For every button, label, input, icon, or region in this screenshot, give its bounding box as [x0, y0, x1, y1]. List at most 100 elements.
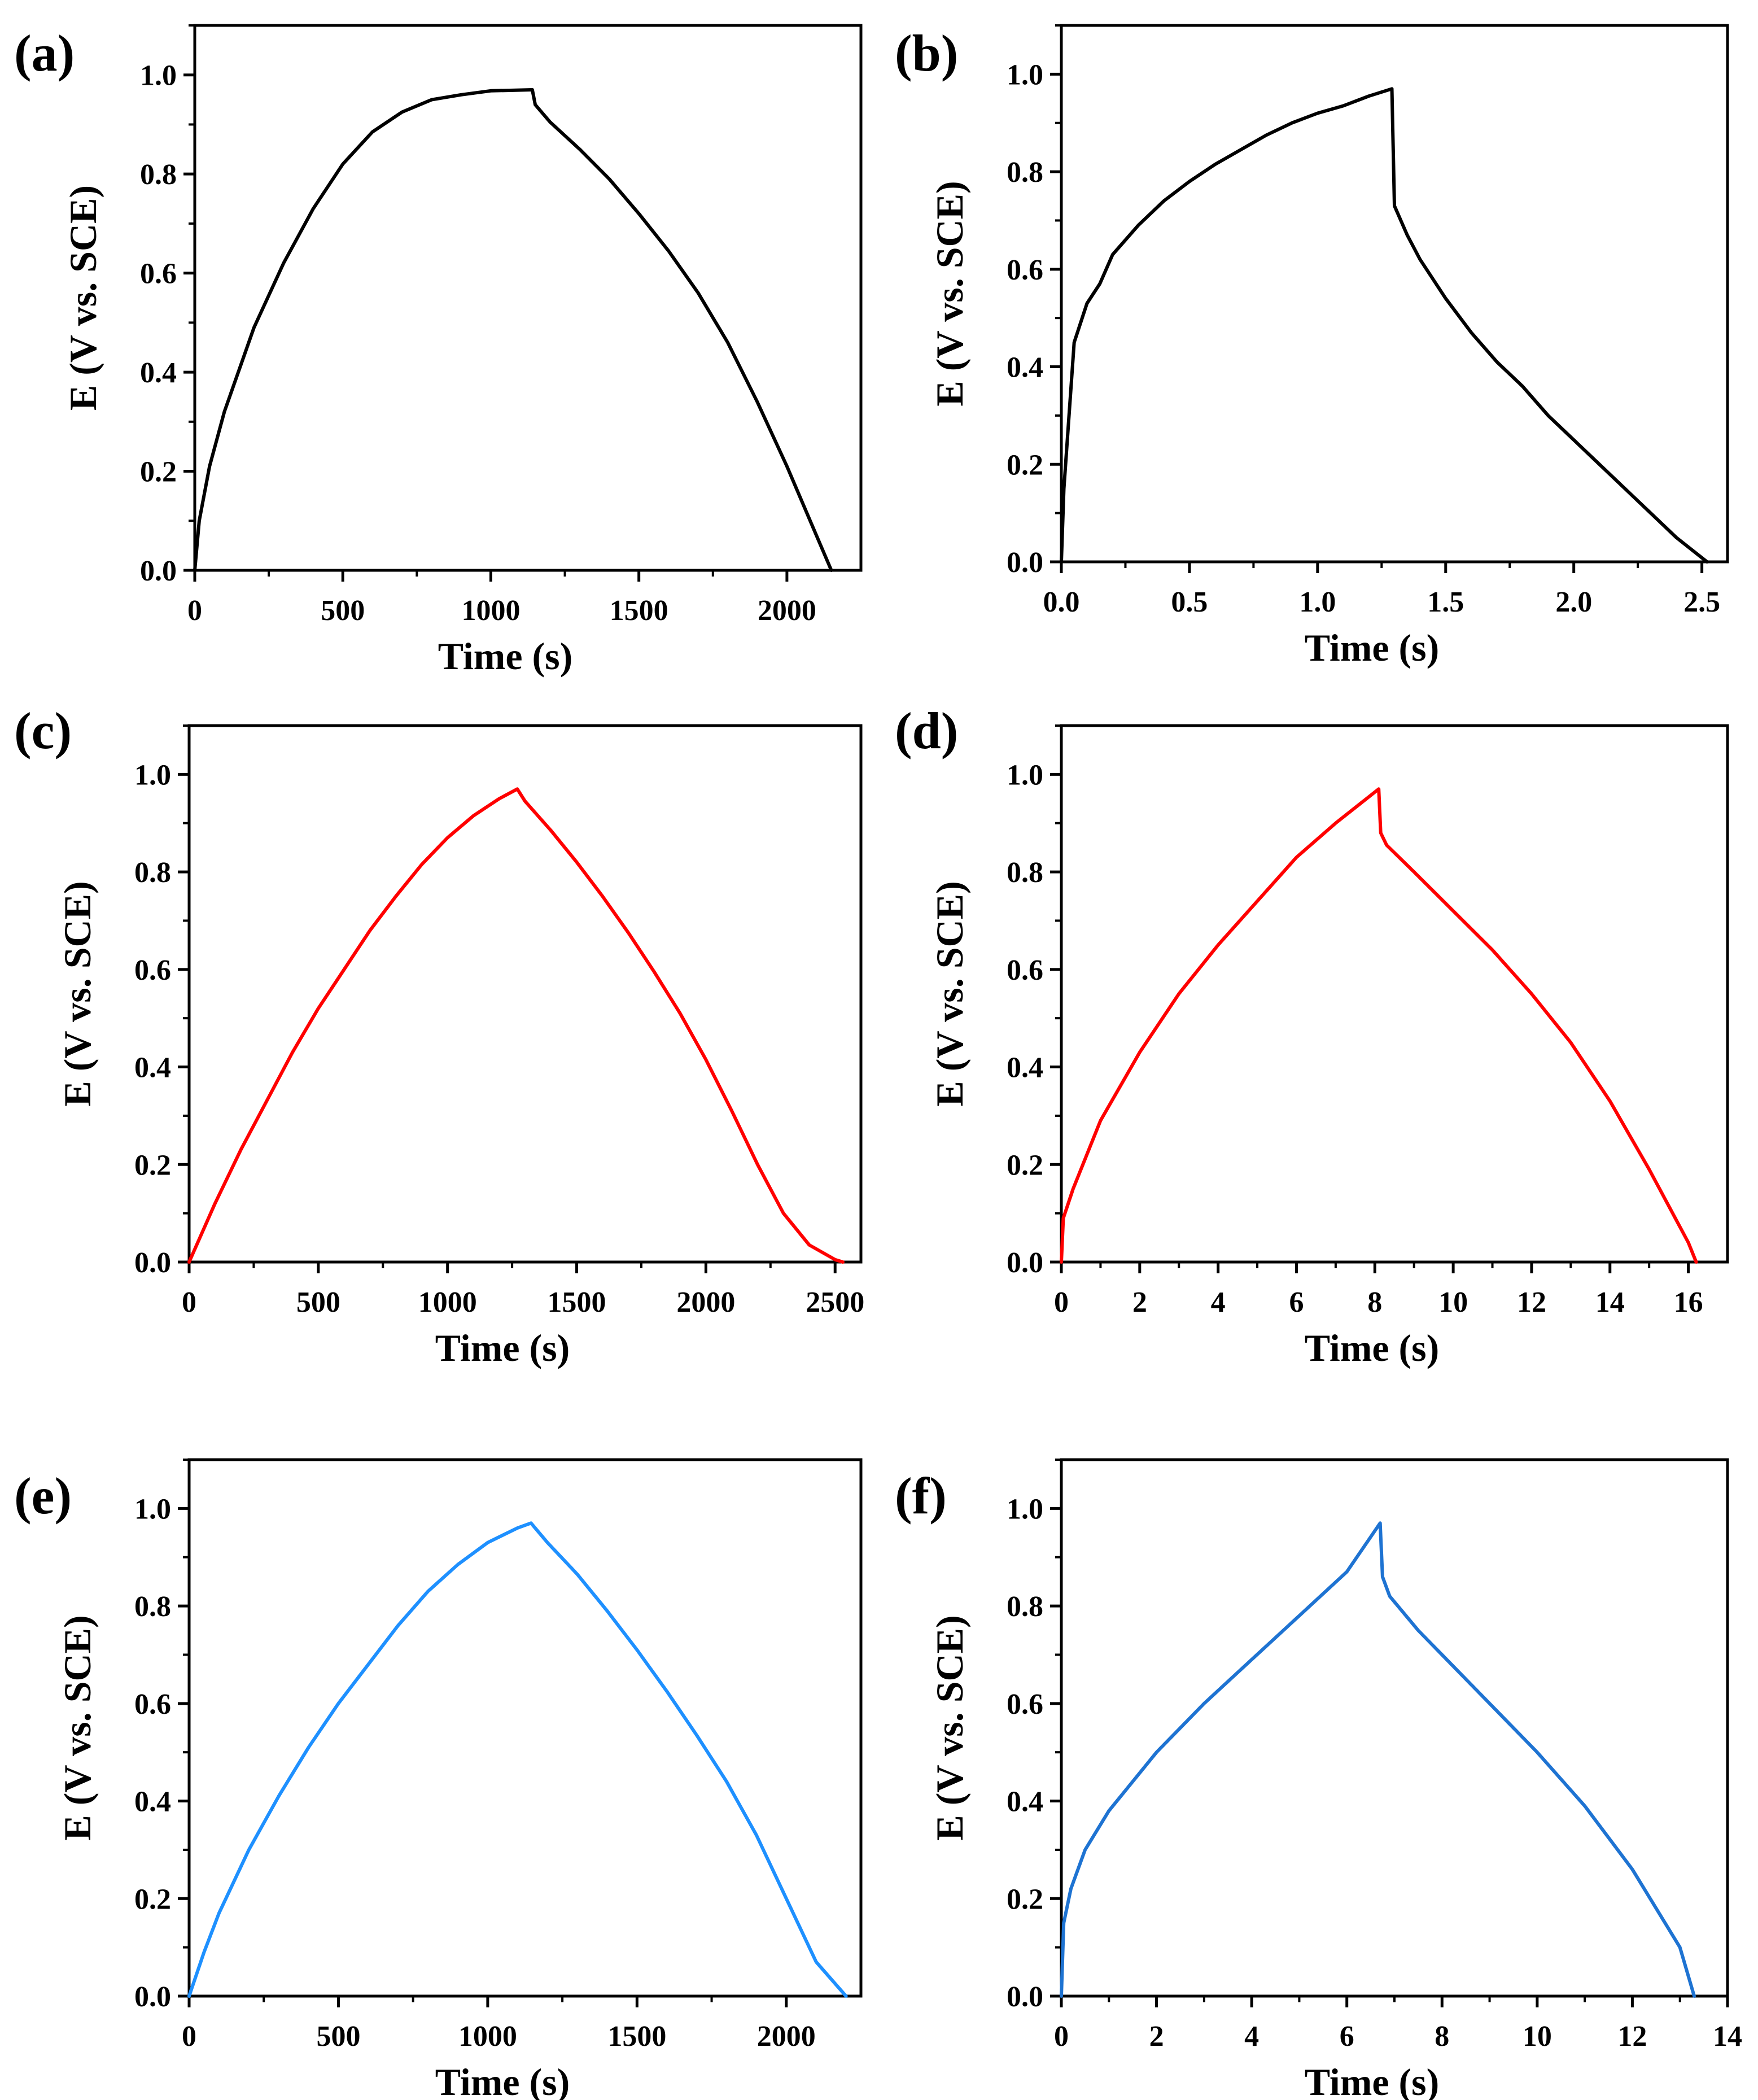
series-line: [1060, 787, 1698, 1264]
panel-label: (d): [895, 702, 958, 759]
x-tick-label: 2000: [757, 2020, 816, 2053]
y-tick-label: 0.8: [1007, 1591, 1043, 1623]
x-tick-label: 0.0: [1043, 586, 1080, 618]
x-tick-label: 500: [316, 2020, 360, 2053]
x-tick-label: 0: [182, 2020, 196, 2053]
plot-frame: [1060, 24, 1729, 564]
y-tick-label: 1.0: [134, 759, 171, 791]
y-tick-label: 0.2: [134, 1883, 171, 1915]
y-tick-label: 0.8: [1007, 857, 1043, 889]
panel-label: (b): [895, 24, 958, 82]
x-tick-label: 0: [1054, 2020, 1069, 2053]
series-line: [187, 1521, 848, 1998]
plot-frame: [187, 1458, 863, 1998]
x-tick-label: 10: [1523, 2020, 1552, 2053]
y-tick-label: 0.8: [134, 1591, 171, 1623]
x-tick-label: 6: [1289, 1286, 1304, 1318]
panel-label: (a): [14, 24, 75, 82]
x-tick-label: 1.0: [1299, 586, 1336, 618]
x-axis-label: Time (s): [1305, 626, 1440, 669]
y-tick-label: 0.6: [140, 258, 177, 290]
y-axis-label: E (V vs. SCE): [56, 1615, 99, 1840]
y-tick-label: 0.4: [134, 1052, 171, 1084]
y-tick-label: 0.2: [1007, 1883, 1043, 1915]
x-axis-label: Time (s): [1305, 2060, 1440, 2100]
y-tick-label: 0.2: [140, 456, 177, 488]
x-tick-label: 1000: [418, 1286, 477, 1318]
x-tick-label: 8: [1435, 2020, 1449, 2053]
plot-frame: [193, 24, 863, 572]
x-tick-label: 2000: [676, 1286, 735, 1318]
x-tick-label: 6: [1340, 2020, 1354, 2053]
x-tick-label: 14: [1713, 2020, 1742, 2053]
y-tick-label: 0.4: [134, 1786, 171, 1818]
x-tick-label: 1500: [548, 1286, 606, 1318]
y-tick-label: 0.8: [134, 857, 171, 889]
x-tick-label: 2: [1132, 1286, 1147, 1318]
y-tick-label: 1.0: [1007, 59, 1043, 91]
series-line: [1060, 1521, 1696, 1998]
x-tick-label: 0: [1054, 1286, 1069, 1318]
x-tick-label: 16: [1674, 1286, 1703, 1318]
x-tick-label: 8: [1367, 1286, 1382, 1318]
series-line: [193, 88, 833, 572]
y-tick-label: 0.4: [1007, 1052, 1043, 1084]
y-tick-label: 1.0: [1007, 759, 1043, 791]
x-tick-label: 4: [1244, 2020, 1259, 2053]
chart-panel: (a) 0 500 1000 1500 2000 0.0 0.2 0.4 0.6 0.8 1.0 Tim…: [14, 24, 863, 678]
y-tick-label: 0.2: [1007, 1149, 1043, 1181]
y-tick-label: 0.2: [1007, 449, 1043, 481]
y-tick-label: 0.0: [1007, 1247, 1043, 1279]
x-tick-label: 4: [1211, 1286, 1226, 1318]
panel-label: (f): [895, 1467, 947, 1525]
x-tick-label: 1.5: [1427, 586, 1464, 618]
x-tick-label: 1000: [461, 595, 520, 627]
x-tick-label: 1500: [610, 595, 668, 627]
plot-frame: [1060, 724, 1729, 1264]
y-axis-label: E (V vs. SCE): [56, 881, 99, 1106]
x-tick-label: 2: [1149, 2020, 1164, 2053]
y-axis-label: E (V vs. SCE): [928, 881, 971, 1106]
x-tick-label: 12: [1617, 2020, 1647, 2053]
y-tick-label: 0.8: [140, 159, 177, 191]
y-axis-label: E (V vs. SCE): [62, 185, 104, 411]
x-axis-label: Time (s): [435, 1326, 570, 1369]
x-tick-label: 10: [1438, 1286, 1468, 1318]
chart-panel: (f) 0 2 4 6 8 10 12 14 0.0 0.2 0.4 0.6 0.8 1.0 Time (s)…: [895, 1458, 1742, 2100]
x-tick-label: 2.5: [1683, 586, 1720, 618]
y-tick-label: 0.6: [1007, 1688, 1043, 1721]
panel-label: (c): [14, 702, 72, 759]
plot-frame: [187, 724, 863, 1264]
plot-frame: [1060, 1458, 1729, 1998]
y-tick-label: 0.6: [1007, 254, 1043, 286]
y-tick-label: 0.8: [1007, 156, 1043, 189]
chart-panel: (d) 0 2 4 6 8 10 12 14 16 0.0 0.2 0.4 0.6 0.8 1.0 Time (…: [895, 702, 1729, 1369]
x-tick-label: 0.5: [1171, 586, 1208, 618]
panel-label: (e): [14, 1467, 72, 1525]
y-tick-label: 0.0: [1007, 1981, 1043, 2013]
y-tick-label: 0.0: [1007, 547, 1043, 579]
y-axis-label: E (V vs. SCE): [928, 1615, 971, 1840]
y-axis-label: E (V vs. SCE): [928, 181, 971, 406]
y-tick-label: 0.6: [134, 1688, 171, 1721]
chart-panel: (e) 0 500 1000 1500 2000 0.0 0.2 0.4 0.6 0.8 1.0 Tim…: [14, 1458, 863, 2100]
y-tick-label: 0.0: [134, 1981, 171, 2013]
y-tick-label: 0.4: [140, 357, 177, 389]
chart-panel: (b) 0.0 0.5 1.0 1.5 2.0 2.5 0.0 0.2 0.4 0.6 0.8 1.0 T…: [895, 24, 1729, 669]
y-tick-label: 0.0: [134, 1247, 171, 1279]
y-tick-label: 0.4: [1007, 1786, 1043, 1818]
x-tick-label: 500: [321, 595, 365, 627]
x-tick-label: 2.0: [1555, 586, 1592, 618]
x-tick-label: 0: [187, 595, 202, 627]
x-tick-label: 1500: [607, 2020, 666, 2053]
y-tick-label: 1.0: [1007, 1493, 1043, 1525]
x-tick-label: 2000: [758, 595, 816, 627]
x-axis-label: Time (s): [1305, 1326, 1440, 1369]
y-tick-label: 0.2: [134, 1149, 171, 1181]
x-axis-label: Time (s): [435, 2060, 570, 2100]
series-line: [1060, 87, 1709, 564]
series-line: [187, 787, 845, 1264]
y-tick-label: 0.6: [134, 954, 171, 986]
chart-panel: (c) 0 500 1000 1500 2000 2500 0.0 0.2 0.4 0.6 0.8 1.…: [14, 702, 864, 1369]
y-tick-label: 0.4: [1007, 352, 1043, 384]
